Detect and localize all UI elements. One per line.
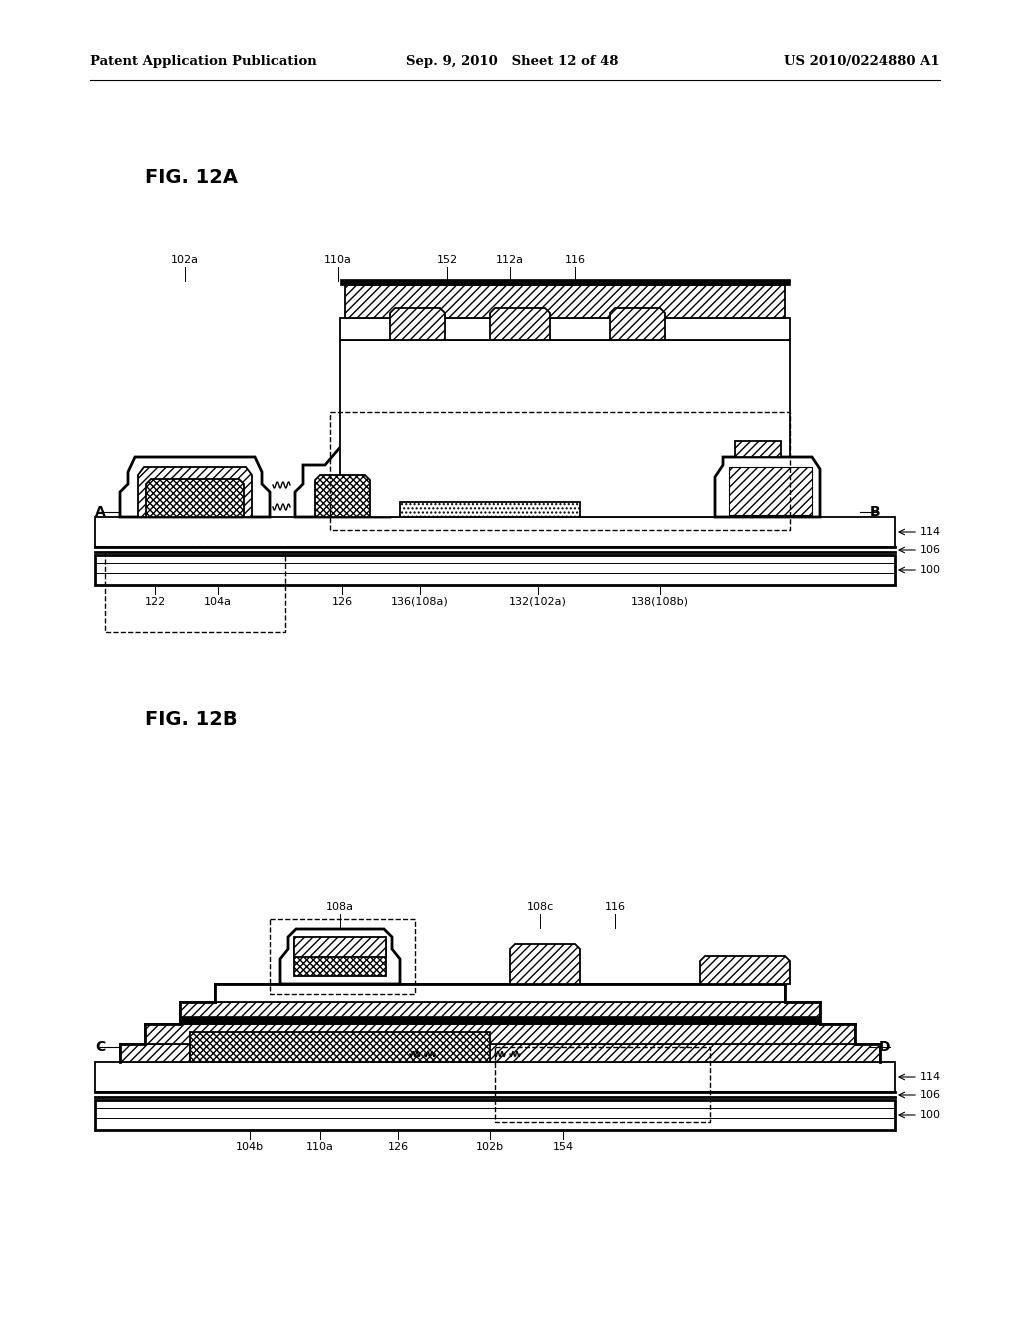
Bar <box>270 919 415 994</box>
Bar <box>340 318 790 341</box>
Bar <box>345 285 785 318</box>
Text: 126: 126 <box>332 597 352 607</box>
Bar <box>95 1100 895 1130</box>
Polygon shape <box>490 308 550 341</box>
Text: 104a: 104a <box>204 597 232 607</box>
Text: 116: 116 <box>604 902 626 912</box>
Bar <box>729 467 812 515</box>
Bar <box>190 1032 490 1063</box>
Text: D: D <box>879 1040 890 1053</box>
Polygon shape <box>510 944 580 983</box>
Bar <box>495 1047 710 1122</box>
Text: 132(102a): 132(102a) <box>509 597 567 607</box>
Polygon shape <box>715 457 820 517</box>
Bar <box>190 1049 490 1063</box>
Text: 152: 152 <box>436 255 458 265</box>
Text: 154: 154 <box>552 1142 573 1152</box>
Text: 110a: 110a <box>306 1142 334 1152</box>
Text: 108a: 108a <box>326 902 354 912</box>
Text: 122: 122 <box>144 597 166 607</box>
Text: 126: 126 <box>387 1142 409 1152</box>
Text: 108c: 108c <box>526 902 554 912</box>
Text: 102b: 102b <box>476 1142 504 1152</box>
Bar <box>294 941 386 975</box>
Polygon shape <box>120 457 270 517</box>
Text: 106: 106 <box>920 1090 941 1100</box>
Polygon shape <box>146 479 244 517</box>
Bar <box>105 552 285 632</box>
Bar <box>95 517 895 546</box>
Bar <box>330 412 790 531</box>
Polygon shape <box>700 956 790 983</box>
Text: 102a: 102a <box>171 255 199 265</box>
Text: FIG. 12B: FIG. 12B <box>145 710 238 729</box>
Polygon shape <box>610 308 665 341</box>
Text: 110a: 110a <box>324 255 352 265</box>
Bar <box>95 554 895 585</box>
Bar <box>180 1002 820 1024</box>
Bar <box>215 983 785 1002</box>
Bar <box>95 1063 895 1092</box>
Text: Patent Application Publication: Patent Application Publication <box>90 55 316 69</box>
Bar <box>735 441 781 457</box>
Text: FIG. 12A: FIG. 12A <box>145 168 238 187</box>
Bar <box>400 502 580 517</box>
Text: 138(108b): 138(108b) <box>631 597 689 607</box>
Polygon shape <box>315 475 370 517</box>
Text: 100: 100 <box>920 1110 941 1119</box>
Text: Sep. 9, 2010   Sheet 12 of 48: Sep. 9, 2010 Sheet 12 of 48 <box>406 55 618 69</box>
Text: 114: 114 <box>920 527 941 537</box>
Bar <box>120 1044 880 1063</box>
Text: 100: 100 <box>920 565 941 576</box>
Text: US 2010/0224880 A1: US 2010/0224880 A1 <box>784 55 940 69</box>
Text: A: A <box>95 506 105 519</box>
Polygon shape <box>280 929 400 983</box>
Polygon shape <box>138 467 252 517</box>
Bar <box>180 1016 820 1024</box>
Text: 114: 114 <box>920 1072 941 1082</box>
Polygon shape <box>295 445 390 517</box>
Text: 104b: 104b <box>236 1142 264 1152</box>
Text: 136(108a): 136(108a) <box>391 597 449 607</box>
Text: 112a: 112a <box>496 255 524 265</box>
Bar <box>340 279 790 285</box>
Polygon shape <box>390 308 445 341</box>
Bar <box>294 937 386 957</box>
Text: 116: 116 <box>564 255 586 265</box>
Bar <box>340 341 790 517</box>
Text: 106: 106 <box>920 545 941 554</box>
Text: C: C <box>95 1040 105 1053</box>
Text: B: B <box>869 506 880 519</box>
Bar <box>145 1024 855 1044</box>
